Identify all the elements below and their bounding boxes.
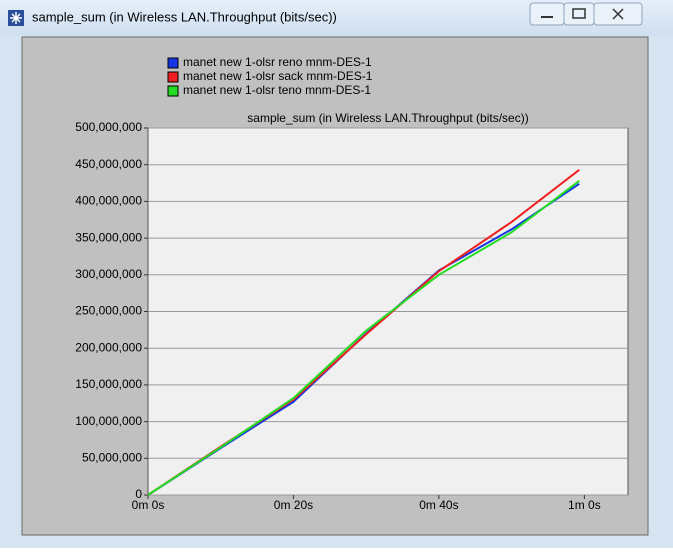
y-tick-label: 200,000,000 (75, 340, 142, 354)
window-title: sample_sum (in Wireless LAN.Throughput (… (32, 9, 337, 24)
y-tick-label: 400,000,000 (75, 194, 142, 208)
y-tick-label: 350,000,000 (75, 230, 142, 244)
y-tick-label: 500,000,000 (75, 120, 142, 134)
legend-label: manet new 1-olsr sack mnm-DES-1 (183, 69, 373, 83)
y-tick-label: 450,000,000 (75, 157, 142, 171)
legend-swatch (167, 85, 179, 97)
window-buttons[interactable] (529, 2, 643, 26)
y-tick-label: 150,000,000 (75, 377, 142, 391)
y-tick-label: 0 (135, 487, 142, 501)
x-tick-label: 0m 20s (274, 498, 313, 512)
maximize-button[interactable] (563, 2, 595, 26)
maximize-icon (572, 8, 586, 19)
y-tick-label: 100,000,000 (75, 414, 142, 428)
app-icon-star (10, 12, 22, 24)
close-icon (612, 8, 624, 20)
x-tick-label: 1m 0s (568, 498, 601, 512)
y-tick-label: 50,000,000 (82, 450, 142, 464)
x-tick-label: 0m 40s (419, 498, 458, 512)
y-tick-label: 250,000,000 (75, 304, 142, 318)
x-tick-label: 0m 0s (132, 498, 165, 512)
legend-swatch (167, 57, 179, 69)
minimize-button[interactable] (529, 2, 565, 26)
legend-swatch (167, 71, 179, 83)
series-line (147, 180, 580, 496)
chart-title: sample_sum (in Wireless LAN.Throughput (… (247, 111, 528, 125)
legend-label: manet new 1-olsr teno mnm-DES-1 (183, 83, 371, 97)
y-tick-label: 300,000,000 (75, 267, 142, 281)
legend-label: manet new 1-olsr reno mnm-DES-1 (183, 55, 372, 69)
